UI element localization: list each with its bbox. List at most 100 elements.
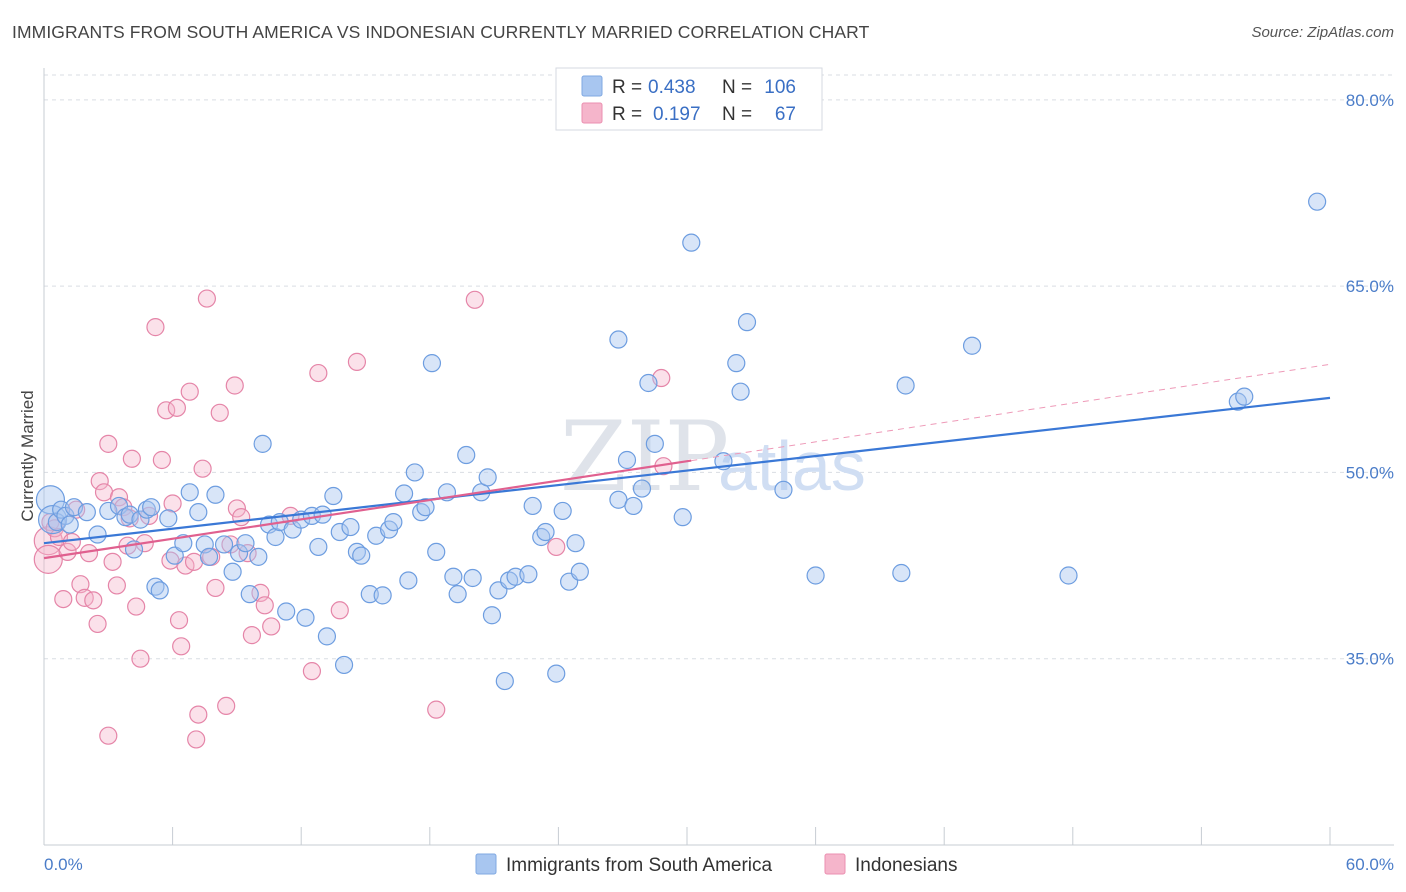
south-america-point [645,434,664,453]
indonesians-point [189,705,208,724]
south-america-point [673,508,692,527]
indonesians-point [427,700,446,719]
indonesians-point [187,730,206,749]
y-tick-label: 50.0% [1346,463,1394,482]
south-america-point [495,671,514,691]
axes [43,68,1394,846]
south-america-point [624,496,643,516]
indonesians-point [127,597,146,616]
south-america-point [266,527,285,547]
south-america-point [399,571,418,590]
legend: R = 0.438 N = 106 R = 0.197 N = 67 [555,67,823,131]
south-america-point [77,503,96,522]
watermark-atlas: atlas [718,427,866,505]
indonesians-point [90,472,109,491]
legend-n-value-2: 67 [775,104,796,125]
indonesians-point [193,459,212,478]
south-america-point [142,498,161,517]
south-america-point [405,463,424,482]
south-america-point [165,546,184,565]
legend-n-label-1: N = [722,77,752,98]
south-america-point [547,664,566,683]
indonesians-point [167,398,186,417]
south-america-point [99,501,118,521]
watermark-zip: ZIP [560,401,729,513]
south-america-point [482,606,502,625]
south-america-point [236,534,255,553]
indonesians-point [242,626,262,645]
bottom-legend-label-south-america: Immigrants from South America [506,855,773,876]
south-america-point [317,627,337,646]
south-america-point [373,586,392,605]
south-america-point [617,450,637,470]
south-america-point [523,496,542,516]
indonesians-point [88,614,107,634]
south-america-point [1235,387,1254,406]
indonesians-point [103,552,122,571]
south-america-point [229,544,249,563]
indonesians-point [309,363,328,383]
south-america-point [206,485,225,504]
indonesians-point [302,662,322,681]
y-axis-label: Currently Married [18,390,37,521]
south-america-point [553,501,572,521]
bottom-legend: Immigrants from South America Indonesian… [475,853,957,876]
south-america-point [632,479,652,498]
south-america-point [427,542,446,562]
indonesians-point [180,382,199,401]
south-america-point [806,566,825,585]
south-america-point [682,233,701,252]
south-america-point [457,445,476,465]
south-america-point [892,563,911,583]
bottom-legend-swatch-blue [475,853,497,875]
y-tick-label: 35.0% [1346,650,1394,669]
south-america-point [536,522,555,542]
south-america-point [1059,566,1078,585]
legend-n-value-1: 106 [764,77,796,98]
south-america-point [609,330,628,349]
south-america-point [334,655,354,675]
south-america-point [962,336,982,355]
south-america-point [131,510,150,529]
indonesians-point [169,611,189,630]
south-america-point [341,517,360,537]
south-america-point [896,376,915,395]
south-america-point [639,373,658,393]
indonesians-point [184,552,204,571]
south-america-point [352,546,371,565]
legend-r-value-1: 0.438 [648,77,696,98]
indonesians-point [33,544,63,574]
south-america-point [88,525,107,544]
south-america-point [448,585,467,604]
south-america-point [309,537,328,557]
indonesians-point [262,617,281,636]
south-america-point [174,534,193,553]
indonesians-point [232,508,251,527]
indonesians-point [99,726,118,745]
south-america-point [384,512,403,532]
legend-r-value-2: 0.197 [653,104,701,125]
legend-swatch-pink [581,102,603,124]
chart-title: IMMIGRANTS FROM SOUTH AMERICA VS INDONES… [12,22,870,42]
south-america-point [37,505,68,535]
watermark: ZIP atlas [560,401,866,513]
y-tick-label: 80.0% [1346,91,1394,110]
south-america-point [214,535,234,554]
legend-r-label-1: R = [612,77,642,98]
indonesians-point [347,352,367,371]
south-america-point [253,434,272,453]
south-america-point [223,562,242,581]
trend-line-south-america [43,396,1331,545]
south-america-point [566,534,585,553]
series-south-america-points [35,192,1327,691]
indonesians-point [197,289,216,308]
south-america-point [180,483,199,502]
indonesians-point [210,403,229,422]
indonesians-point [255,596,274,615]
south-america-point [394,484,414,503]
indonesians-point [163,494,182,513]
indonesians-point [152,450,171,470]
indonesians-point [99,434,118,453]
indonesians-point [62,532,81,552]
indonesians-point [157,401,176,420]
